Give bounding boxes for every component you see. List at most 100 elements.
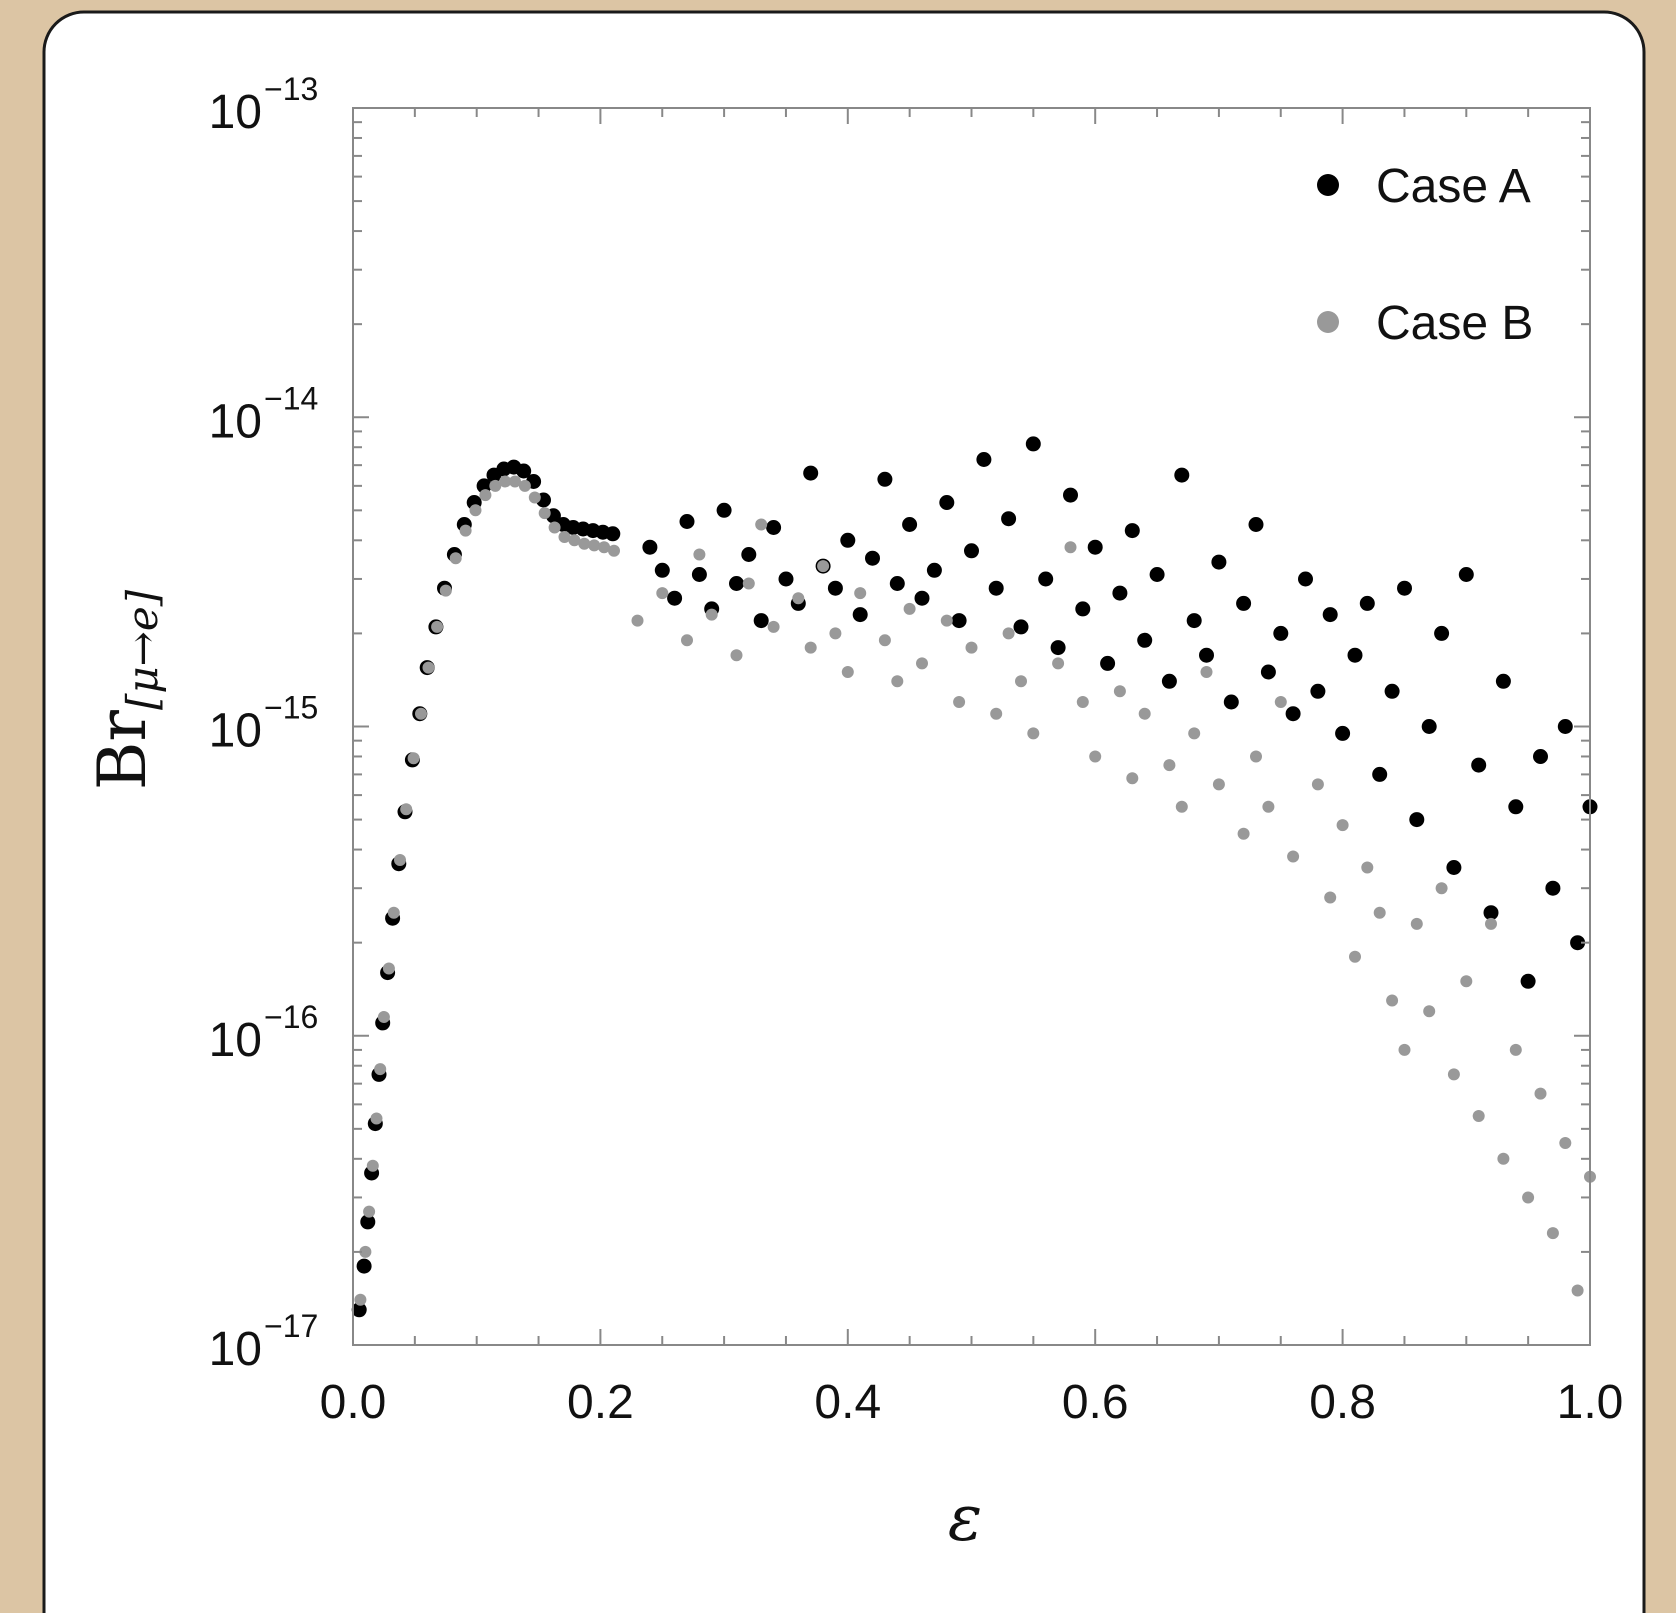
- point-case-b: [370, 1112, 383, 1125]
- point-case-a: [1236, 595, 1252, 611]
- point-case-b: [1274, 696, 1287, 708]
- point-case-a: [1161, 673, 1177, 689]
- point-case-a: [729, 576, 744, 591]
- point-case-b: [400, 803, 413, 816]
- point-case-a: [827, 580, 843, 596]
- point-case-b: [705, 608, 718, 621]
- point-case-b: [940, 614, 953, 627]
- point-case-b: [891, 675, 904, 688]
- point-case-b: [359, 1245, 372, 1258]
- point-case-a: [778, 571, 794, 587]
- point-case-a: [1384, 683, 1400, 699]
- point-case-a: [753, 613, 769, 629]
- point-case-a: [1087, 539, 1103, 555]
- point-case-b: [656, 587, 669, 600]
- point-case-a: [1483, 905, 1499, 921]
- point-case-b: [598, 541, 611, 554]
- point-case-b: [1534, 1087, 1547, 1100]
- y-tick-label: 10: [209, 395, 262, 448]
- point-case-a: [1446, 860, 1462, 875]
- point-case-a: [964, 543, 979, 559]
- legend-label-case-b: Case B: [1376, 297, 1533, 350]
- point-case-b: [1188, 727, 1201, 740]
- point-case-a: [803, 465, 819, 481]
- y-tick-exponent: −14: [264, 380, 318, 416]
- point-case-a: [1322, 607, 1338, 623]
- point-case-a: [1100, 655, 1116, 671]
- point-case-a: [1211, 554, 1227, 570]
- legend-marker-case-a: [1317, 174, 1339, 196]
- point-case-b: [449, 552, 462, 565]
- x-tick-label: 0.8: [1309, 1376, 1376, 1429]
- point-case-a: [679, 514, 695, 529]
- y-tick-label: 10: [209, 86, 262, 139]
- point-case-b: [509, 475, 521, 488]
- point-case-b: [1163, 759, 1176, 772]
- point-case-a: [1520, 973, 1536, 989]
- point-case-b: [1410, 917, 1423, 930]
- point-case-a: [1409, 812, 1425, 828]
- svg-text:Br[μ→e]: Br[μ→e]: [84, 589, 167, 790]
- x-tick-label: 0.2: [567, 1376, 634, 1429]
- point-case-b: [1113, 685, 1126, 698]
- point-case-a: [1372, 766, 1388, 782]
- point-case-b: [1126, 772, 1139, 785]
- point-case-b: [459, 524, 472, 537]
- point-case-a: [1001, 511, 1017, 527]
- point-case-b: [1175, 800, 1188, 813]
- point-case-b: [1324, 891, 1337, 904]
- point-case-b: [558, 531, 571, 543]
- y-axis-title: Br[μ→e]: [84, 589, 167, 790]
- point-case-b: [394, 854, 406, 866]
- point-case-b: [439, 584, 452, 597]
- point-case-b: [407, 752, 420, 765]
- point-case-b: [1571, 1284, 1584, 1297]
- point-case-a: [926, 562, 942, 578]
- point-case-a: [1149, 567, 1165, 582]
- point-case-a: [1533, 749, 1548, 764]
- point-case-a: [1545, 880, 1561, 896]
- point-case-b: [792, 592, 805, 605]
- point-case-b: [878, 634, 891, 647]
- point-case-b: [387, 906, 400, 919]
- point-case-b: [1559, 1137, 1572, 1149]
- point-case-a: [988, 580, 1004, 596]
- point-case-a: [1112, 585, 1128, 601]
- point-case-b: [965, 641, 978, 654]
- point-case-b: [1027, 727, 1040, 740]
- point-case-a: [667, 590, 683, 606]
- point-case-b: [538, 507, 551, 520]
- point-case-b: [1423, 1005, 1436, 1018]
- point-case-a: [1458, 567, 1474, 582]
- point-case-b: [841, 666, 854, 678]
- y-tick-base: 10: [209, 705, 262, 758]
- point-case-a: [1199, 647, 1214, 663]
- y-tick-base: 10: [209, 86, 262, 139]
- point-case-a: [360, 1214, 376, 1230]
- y-tick-exponent: −13: [264, 71, 318, 107]
- point-case-a: [1050, 640, 1066, 656]
- point-case-b: [1200, 666, 1213, 678]
- legend: Case A Case B: [1317, 160, 1533, 350]
- point-case-b: [1485, 917, 1497, 930]
- point-case-a: [1310, 683, 1326, 699]
- point-case-a: [642, 539, 658, 555]
- point-case-b: [916, 657, 928, 670]
- point-case-b: [829, 627, 842, 640]
- point-case-b: [854, 587, 867, 600]
- point-case-a: [516, 463, 532, 479]
- point-case-b: [431, 620, 444, 633]
- point-case-a: [902, 517, 918, 532]
- point-case-a: [1570, 935, 1586, 951]
- y-axis-title-main: Br: [84, 710, 161, 791]
- point-case-b: [1076, 696, 1089, 708]
- legend-label-case-a: Case A: [1376, 160, 1531, 213]
- point-case-a: [1025, 436, 1041, 452]
- point-case-b: [1262, 800, 1275, 813]
- point-case-a: [889, 576, 905, 591]
- x-tick-label: 0.0: [320, 1376, 387, 1429]
- y-tick-exponent: −16: [264, 999, 318, 1035]
- point-case-b: [528, 491, 541, 504]
- point-case-a: [976, 452, 992, 467]
- point-case-b: [681, 634, 693, 647]
